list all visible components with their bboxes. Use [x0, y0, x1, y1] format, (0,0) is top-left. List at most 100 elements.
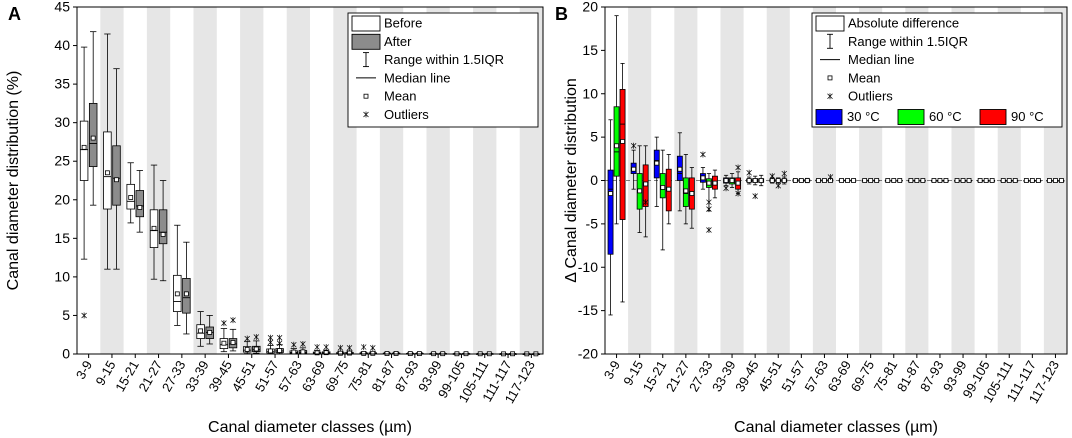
panel-b-mean-marker [920, 178, 926, 183]
panel-b-box-1-2 [659, 149, 666, 251]
panel-b-box-2-9 [827, 174, 834, 183]
panel-b-box-2-8 [804, 177, 811, 184]
panel-a-legend-label: Mean [384, 89, 417, 104]
panel-b-mean-marker [620, 139, 625, 144]
panel-b-mean-marker [723, 178, 729, 183]
panel-b-legend-swatch [979, 109, 1007, 125]
panel-a-outlier-marker [253, 334, 260, 341]
panel-b-mean-marker [851, 178, 856, 183]
panel-a-mean-marker [230, 340, 236, 345]
panel-b-legend-label: 60 °C [929, 109, 962, 124]
panel-b-mean-marker [977, 178, 983, 183]
panel-b-box-1-5 [729, 173, 735, 188]
panel-b-legend-label: Outliers [848, 89, 893, 104]
panel-b-y-axis-label: Δ Canal diameter distribution [563, 78, 580, 283]
panel-b-box-1-19 [1052, 178, 1059, 183]
panel-b-mean-marker [1023, 178, 1029, 183]
panel-b-box-0-6 [746, 169, 753, 185]
panel-b-mean-marker [989, 178, 995, 183]
panel-a-legend-label: Before [384, 16, 422, 31]
panel-a-mean-marker [300, 349, 306, 355]
panel-b-box-1-16 [983, 178, 990, 183]
panel-a-outlier-marker [291, 341, 297, 348]
panel-a-box-body [158, 209, 168, 245]
panel-a-mean-marker [105, 170, 110, 176]
panel-b-legend-mean-marker [827, 75, 833, 81]
panel-b-box-0-3 [676, 132, 683, 212]
panel-b-box-0-16 [977, 178, 984, 183]
panel-b-legend-swatch [815, 109, 843, 125]
panel-b-box-0-11 [861, 178, 868, 183]
panel-b-mean-marker [712, 180, 718, 186]
panel-b-y-tick-label: 0 [590, 172, 598, 188]
panel-b-letter: B [555, 4, 568, 24]
panel-b-legend-frame [811, 12, 1063, 128]
panel-a-mean-marker [314, 350, 320, 356]
panel-b-mean-marker [1006, 178, 1012, 183]
panel-b-box-0-18 [1023, 178, 1030, 183]
panel-b-legend-label: 90 °C [1011, 109, 1044, 124]
panel-a-legend-label: Outliers [384, 107, 429, 122]
panel-a-outlier-marker [244, 335, 250, 342]
panel-b-mean-marker [746, 178, 752, 183]
panel-b-outlier-marker [769, 173, 775, 180]
panel-a-mean-marker [151, 225, 157, 231]
panel-a-legend-outlier-marker [363, 111, 369, 118]
panel-b-mean-marker [631, 166, 637, 172]
panel-a-y-tick-label: 25 [54, 153, 70, 169]
panel-b-mean-marker [1059, 178, 1064, 183]
panel-b-mean-marker [983, 178, 989, 183]
panel-a-outlier-marker [360, 344, 367, 351]
panel-b-box-2-4 [712, 169, 718, 199]
panel-a-outlier-marker [230, 317, 236, 324]
panel-a-mean-marker [198, 328, 204, 334]
panel-b-box-2-6 [758, 174, 765, 187]
panel-b-mean-marker [839, 178, 844, 183]
panel-a-box-1-6 [228, 317, 238, 352]
panel-b-box-2-5 [735, 164, 741, 197]
panel-b-mean-marker [804, 178, 810, 183]
panel-a-outlier-marker [300, 340, 306, 347]
panel-b-mean-marker [897, 178, 903, 183]
panel-b-mean-marker [862, 178, 868, 183]
panel-b-mean-marker [885, 178, 891, 183]
panel-a-mean-marker [183, 291, 189, 297]
panel-b-outlier-marker [781, 170, 788, 177]
panel-b-x-axis-label: Canal diameter classes (µm) [734, 419, 938, 436]
panel-a-box-1-0 [88, 31, 98, 206]
panel-b-mean-marker [845, 178, 850, 183]
panel-b-box-1-11 [867, 178, 874, 183]
panel-a-shade-band [193, 7, 217, 354]
panel-a-mean-marker [90, 135, 96, 141]
panel-a-box-1-7 [252, 334, 261, 354]
panel-b-box-0-19 [1046, 178, 1053, 183]
panel-b-mean-marker [614, 143, 619, 149]
panel-b-y-tick-label: 15 [582, 42, 598, 58]
panel-a-box-0-8 [266, 334, 275, 355]
panel-b-outlier-marker [706, 206, 712, 213]
panel-a-mean-marker [361, 350, 367, 356]
panel-a-mean-marker [174, 291, 180, 297]
panel-a-outlier-marker [370, 344, 376, 351]
panel-b-box-2-17 [1012, 178, 1019, 183]
panel-b-legend-swatch [897, 109, 925, 125]
panel-a-y-tick-label: 0 [62, 346, 70, 362]
panel-a-mean-marker [277, 348, 282, 353]
panel-b-mean-marker [1029, 178, 1035, 183]
panel-b-box-2-18 [1035, 178, 1042, 183]
panel-b-mean-marker [775, 178, 781, 183]
panel-a-box-0-11 [336, 344, 345, 356]
panel-b-outlier-marker [735, 164, 741, 171]
panel-b-box-0-8 [792, 178, 799, 183]
panel-a-y-tick-label: 10 [54, 268, 70, 284]
panel-b-mean-marker [689, 191, 695, 196]
panel-b-mean-marker [758, 178, 764, 183]
panel-a-outlier-marker [323, 344, 329, 351]
panel-b-box-0-14 [931, 178, 937, 183]
panel-b-box-2-7 [781, 170, 788, 185]
panel-a-legend-label: After [384, 34, 412, 49]
panel-b-outlier-marker [775, 182, 781, 189]
panel-a-y-tick-label: 5 [62, 307, 70, 323]
panel-b-box-0-4 [700, 151, 706, 190]
panel-a-legend-mean-marker [363, 93, 369, 99]
